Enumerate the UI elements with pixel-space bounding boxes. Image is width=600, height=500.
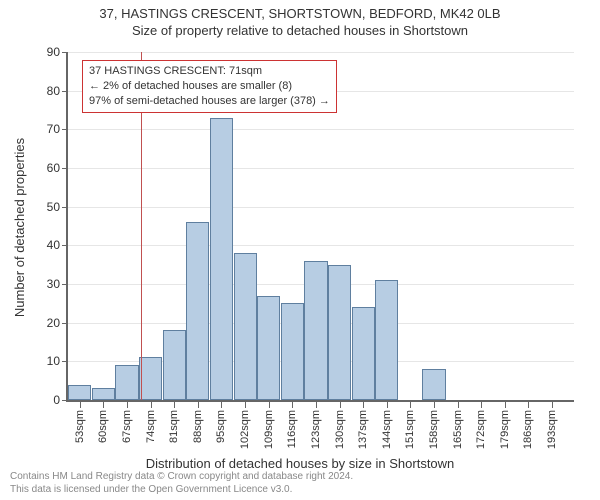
x-tick-label: 67sqm [121,410,133,443]
y-tick-label: 40 [30,238,60,252]
x-tick-label: 172sqm [475,410,487,449]
bar [352,307,375,400]
x-tick-mark [458,402,459,408]
x-tick-label: 137sqm [357,410,369,449]
x-tick-mark [221,402,222,408]
x-tick-mark [410,402,411,408]
x-tick-mark [292,402,293,408]
y-tick-label: 20 [30,316,60,330]
x-tick-label: 88sqm [192,410,204,443]
x-tick-label: 186sqm [522,410,534,449]
y-tick-mark [62,284,68,285]
annotation-line: 97% of semi-detached houses are larger (… [89,94,330,109]
bar [139,357,162,400]
x-tick-label: 165sqm [452,410,464,449]
x-tick-label: 109sqm [263,410,275,449]
title-line-1: 37, HASTINGS CRESCENT, SHORTSTOWN, BEDFO… [0,6,600,23]
y-tick-mark [62,361,68,362]
gridline [68,129,574,130]
x-tick-mark [340,402,341,408]
x-tick-label: 158sqm [428,410,440,449]
gridline [68,207,574,208]
annotation-line: 37 HASTINGS CRESCENT: 71sqm [89,64,330,79]
titles: 37, HASTINGS CRESCENT, SHORTSTOWN, BEDFO… [0,6,600,40]
x-tick-mark [245,402,246,408]
x-tick-mark [127,402,128,408]
bar [281,303,304,400]
footer-line-1: Contains HM Land Registry data © Crown c… [10,471,353,484]
y-tick-mark [62,52,68,53]
bar [115,365,138,400]
x-tick-mark [434,402,435,408]
y-axis-label: Number of detached properties [10,52,30,402]
y-tick-mark [62,168,68,169]
x-tick-label: 74sqm [145,410,157,443]
y-tick-label: 0 [30,393,60,407]
x-tick-mark [481,402,482,408]
x-tick-label: 81sqm [168,410,180,443]
footer-line-2: This data is licensed under the Open Gov… [10,484,353,497]
y-tick-label: 30 [30,277,60,291]
x-tick-mark [363,402,364,408]
y-tick-label: 70 [30,122,60,136]
x-tick-label: 53sqm [74,410,86,443]
y-tick-label: 90 [30,45,60,59]
y-tick-label: 10 [30,354,60,368]
y-tick-mark [62,129,68,130]
x-tick-mark [505,402,506,408]
x-axis-label: Distribution of detached houses by size … [0,456,600,471]
y-tick-mark [62,245,68,246]
x-tick-mark [198,402,199,408]
x-tick-mark [316,402,317,408]
bar [328,265,351,400]
x-tick-mark [269,402,270,408]
x-tick-mark [80,402,81,408]
title-line-2: Size of property relative to detached ho… [0,23,600,40]
annotation-box: 37 HASTINGS CRESCENT: 71sqm← 2% of detac… [82,60,337,113]
y-axis-label-text: Number of detached properties [13,137,28,316]
x-tick-mark [528,402,529,408]
x-tick-label: 193sqm [546,410,558,449]
bar [92,388,115,400]
y-tick-label: 50 [30,200,60,214]
y-tick-mark [62,400,68,401]
x-tick-mark [387,402,388,408]
x-tick-label: 60sqm [97,410,109,443]
x-tick-label: 95sqm [215,410,227,443]
x-tick-mark [174,402,175,408]
x-tick-label: 102sqm [239,410,251,449]
x-tick-mark [103,402,104,408]
gridline [68,245,574,246]
bar [422,369,445,400]
bar [304,261,327,400]
bar [234,253,257,400]
x-tick-label: 179sqm [499,410,511,449]
bar [375,280,398,400]
x-tick-label: 130sqm [334,410,346,449]
annotation-line: ← 2% of detached houses are smaller (8) [89,79,330,94]
y-tick-label: 60 [30,161,60,175]
x-tick-label: 116sqm [286,410,298,448]
bar [163,330,186,400]
x-tick-label: 123sqm [310,410,322,449]
y-tick-mark [62,207,68,208]
x-tick-mark [552,402,553,408]
gridline [68,168,574,169]
bar [257,296,280,400]
x-tick-label: 144sqm [381,410,393,449]
footer: Contains HM Land Registry data © Crown c… [10,471,353,496]
x-tick-label: 151sqm [404,410,416,449]
chart-container: 37, HASTINGS CRESCENT, SHORTSTOWN, BEDFO… [0,0,600,500]
bar [68,385,91,400]
y-tick-label: 80 [30,84,60,98]
x-tick-mark [151,402,152,408]
bar [210,118,233,400]
y-tick-mark [62,91,68,92]
plot-area: 37 HASTINGS CRESCENT: 71sqm← 2% of detac… [66,52,574,402]
gridline [68,52,574,53]
bar [186,222,209,400]
y-tick-mark [62,323,68,324]
